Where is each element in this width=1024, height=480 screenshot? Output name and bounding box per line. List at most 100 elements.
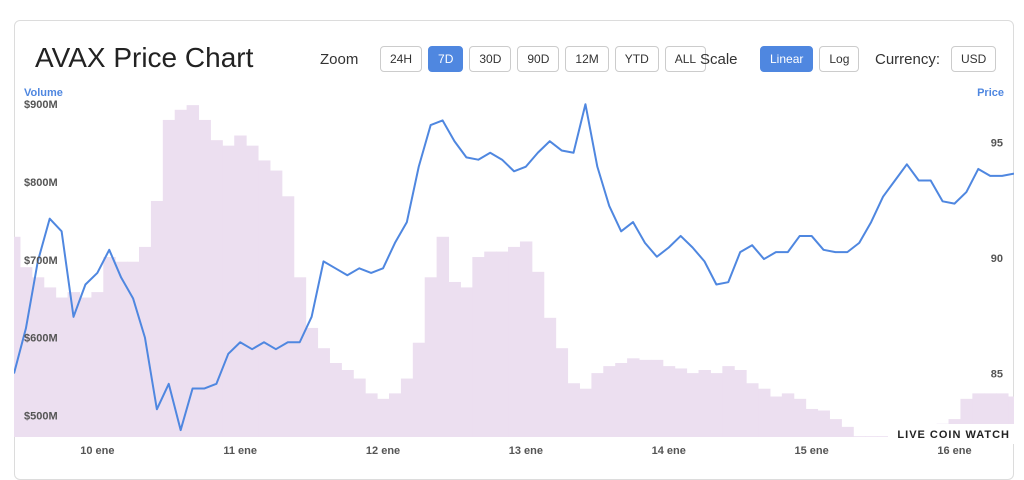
volume-area [14, 105, 1014, 437]
option-button[interactable]: Linear [760, 46, 814, 72]
y2-tick-label: 85 [991, 369, 1003, 381]
volume-bar [412, 342, 426, 437]
zoom-buttons: 24H 7D 30D 90D 12M YTD ALL [380, 46, 707, 72]
volume-bar [734, 370, 747, 437]
volume-bar [1008, 396, 1014, 437]
volume-bar [198, 119, 211, 437]
volume-bar [531, 271, 545, 437]
volume-bar [31, 277, 45, 437]
volume-bar [793, 398, 807, 437]
volume-bar [55, 297, 69, 437]
volume-bar [436, 236, 450, 437]
x-tick-label: 10 ene [80, 445, 114, 457]
volume-bar [508, 246, 521, 437]
volume-bar [472, 257, 485, 437]
volume-bar [293, 277, 307, 437]
volume-bar [567, 383, 580, 437]
price-line-group [14, 103, 1014, 432]
option-button[interactable]: ALL [664, 46, 707, 72]
scale-buttons: Linear Log [760, 46, 860, 72]
option-button[interactable]: Log [819, 46, 860, 72]
volume-bar [150, 200, 164, 437]
watermark-bg [888, 424, 1014, 444]
y2-tick-label: 95 [991, 137, 1003, 149]
option-button[interactable]: YTD [614, 46, 659, 72]
volume-bar [686, 373, 700, 437]
volume-bar [841, 426, 854, 437]
volume-bar [127, 261, 140, 437]
volume-bar [210, 140, 223, 437]
option-button[interactable]: 12M [565, 46, 609, 72]
currency-group: USD [951, 46, 997, 72]
volume-bar [424, 277, 438, 437]
x-tick-label: 16 ene [937, 445, 971, 457]
volume-bar [14, 236, 21, 437]
y-tick-label: $900M [24, 99, 58, 111]
volume-bar [103, 257, 116, 437]
currency-button[interactable]: USD [951, 46, 997, 72]
volume-bar [329, 362, 342, 437]
volume-bar [174, 109, 188, 437]
option-button[interactable]: 24H [380, 46, 423, 72]
volume-bar [805, 408, 819, 437]
volume-bar [269, 170, 283, 437]
y2-tick-label: 90 [991, 253, 1003, 265]
volume-bar [79, 297, 92, 437]
volume-bar [769, 396, 783, 437]
volume-bar [400, 378, 414, 437]
volume-bar [377, 398, 390, 437]
volume-bar [650, 359, 664, 437]
volume-bar [817, 410, 830, 437]
option-button[interactable]: 7D [428, 46, 464, 72]
volume-bar [222, 145, 235, 437]
volume-bar [853, 436, 866, 437]
y-tick-label: $600M [24, 333, 58, 345]
volume-bar [674, 368, 688, 437]
x-tick-label: 12 ene [366, 445, 400, 457]
volume-bar [448, 281, 461, 437]
volume-bar [460, 287, 473, 437]
volume-bar [246, 145, 259, 437]
volume-bar [555, 348, 569, 437]
volume-bar [639, 359, 652, 437]
volume-bar [662, 366, 676, 437]
volume-bar [281, 196, 295, 437]
y2-axis-title: Price [977, 87, 1004, 99]
page-title: AVAX Price Chart [35, 42, 254, 73]
y-axis-title: Volume [24, 87, 63, 99]
volume-bar [67, 292, 80, 437]
option-button[interactable]: 90D [517, 46, 560, 72]
volume-bar [877, 436, 890, 437]
volume-bar [186, 105, 200, 437]
volume-bar [484, 251, 497, 437]
volume-bar [829, 419, 842, 437]
volume-bar [317, 348, 330, 437]
volume-bar [234, 135, 247, 437]
volume-bar [496, 251, 509, 437]
volume-bar [603, 366, 616, 437]
volume-bar [43, 287, 57, 437]
volume-bar [579, 388, 592, 437]
y-tick-label: $500M [24, 411, 58, 423]
watermark: LIVE COIN WATCH [897, 429, 1010, 441]
volume-bar [746, 383, 759, 437]
volume-bar [781, 393, 795, 437]
volume-bar [722, 366, 735, 437]
zoom-label: Zoom [320, 51, 359, 68]
volume-bar [115, 261, 128, 437]
price-line [14, 103, 1014, 432]
volume-bar [389, 393, 402, 437]
volume-bar [615, 362, 628, 437]
volume-bar [710, 373, 723, 437]
option-button[interactable]: 30D [469, 46, 512, 72]
volume-bar [91, 292, 104, 437]
y-tick-label: $700M [24, 255, 58, 267]
scale-label: Scale [700, 51, 738, 68]
currency-label: Currency: [875, 51, 941, 68]
volume-bar [341, 370, 354, 437]
volume-bar [353, 378, 366, 437]
volume-bar [543, 317, 557, 437]
volume-bar [591, 373, 604, 437]
